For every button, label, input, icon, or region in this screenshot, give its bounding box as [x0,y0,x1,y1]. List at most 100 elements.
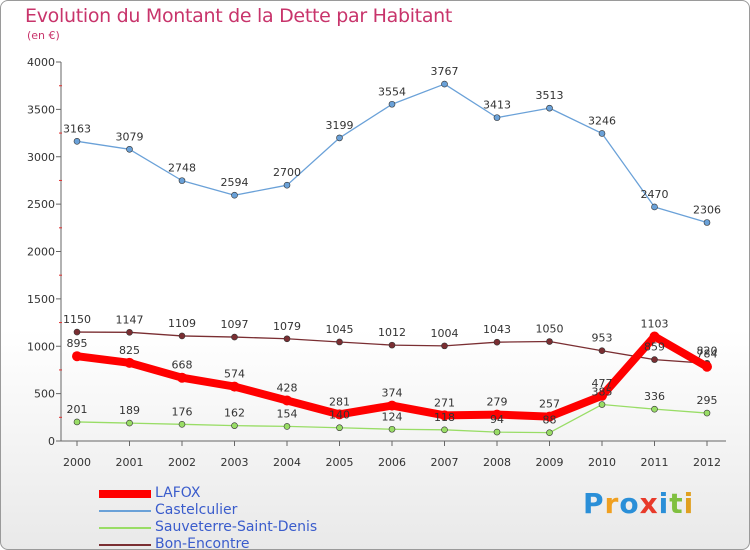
y-tick-label: 2500 [27,198,55,211]
data-point [388,425,396,433]
data-point [546,104,553,112]
data-label: 201 [67,403,88,416]
data-point [651,356,658,363]
data-label: 189 [119,404,140,417]
data-label: 1043 [483,323,511,336]
logo-letter: t [669,487,684,520]
data-label: 3199 [326,119,354,132]
legend-item-castelculier[interactable]: Castelculier [99,502,317,519]
chart-title: Evolution du Montant de la Dette par Hab… [25,5,453,27]
data-label: 124 [382,410,403,423]
data-label: 2470 [641,188,669,201]
data-point [124,357,135,368]
data-label: 1012 [378,326,406,339]
data-point [597,390,607,401]
data-label: 820 [697,344,718,357]
data-label: 88 [543,414,557,427]
data-label: 336 [644,390,665,403]
data-label: 1097 [221,318,249,331]
data-point [73,138,81,145]
proxiti-logo[interactable]: Proxiti [583,487,694,520]
x-tick-label: 2002 [168,456,196,469]
legend-item-lafox[interactable]: LAFOX [99,485,317,502]
data-point [283,423,291,430]
y-tick-label: 1000 [27,340,55,353]
logo-letter: i [658,487,670,520]
data-label: 2748 [168,162,196,175]
data-point [231,422,238,429]
data-label: 2700 [273,166,301,179]
data-label: 3163 [63,122,91,135]
data-point [387,400,397,411]
data-point [72,351,82,362]
logo-letter: i [683,487,695,520]
data-label: 140 [329,409,350,422]
y-tick-label: 0 [48,435,55,448]
data-point [544,411,555,422]
x-tick-label: 2005 [326,456,354,469]
data-label: 2594 [221,176,249,189]
data-label: 477 [592,377,613,390]
legend-label-bon-encontre: Bon-Encontre [155,536,250,550]
data-point [439,410,450,421]
data-point [493,428,501,436]
data-label: 1004 [431,327,459,340]
data-point [651,203,658,211]
data-label: 1109 [168,317,196,330]
data-point [702,361,712,372]
data-point [178,177,186,184]
data-label: 118 [434,411,455,424]
chart-subtitle: (en €) [27,29,60,42]
legend-label-lafox: LAFOX [155,485,201,501]
data-point [388,341,396,349]
data-label: 162 [224,407,245,420]
x-tick-label: 2008 [483,456,511,469]
data-point [126,419,133,427]
data-label: 1147 [116,313,144,326]
data-point [598,347,606,355]
logo-letter: P [583,487,605,520]
data-point [73,418,81,426]
data-label: 668 [172,359,193,372]
data-label: 428 [277,381,298,394]
data-point [441,80,448,88]
legend-item-sauveterre[interactable]: Sauveterre-Saint-Denis [99,519,317,536]
data-point [546,429,553,436]
y-tick-label: 500 [34,388,55,401]
logo-letter: r [604,487,620,520]
data-point [703,219,711,226]
y-tick-label: 1500 [27,293,55,306]
data-label: 1050 [536,323,564,336]
y-tick-label: 2000 [27,246,55,259]
data-point [126,329,133,336]
data-label: 3246 [588,114,616,127]
data-point [126,145,133,153]
data-point [703,409,711,417]
data-label: 154 [277,407,298,420]
x-tick-label: 2000 [63,456,91,469]
x-tick-label: 2010 [588,456,616,469]
data-label: 279 [487,396,508,409]
data-label: 1079 [273,320,301,333]
logo-letter: x [639,487,659,520]
x-tick-label: 2003 [221,456,249,469]
data-point [283,181,291,189]
data-point [336,338,343,346]
data-label: 295 [697,394,718,407]
data-point [231,191,238,199]
data-label: 825 [119,344,140,357]
data-point [229,381,240,392]
x-tick-label: 2009 [536,456,564,469]
legend-swatch-sauveterre [99,526,151,529]
data-label: 784 [697,348,718,361]
data-label: 2306 [693,204,721,217]
data-point [178,421,186,428]
legend-item-bon-encontre[interactable]: Bon-Encontre [99,536,317,550]
data-point [493,338,501,346]
x-tick-label: 2012 [693,456,721,469]
data-label: 859 [644,341,665,354]
data-point [492,409,502,420]
legend-swatch-castelculier [99,509,151,512]
